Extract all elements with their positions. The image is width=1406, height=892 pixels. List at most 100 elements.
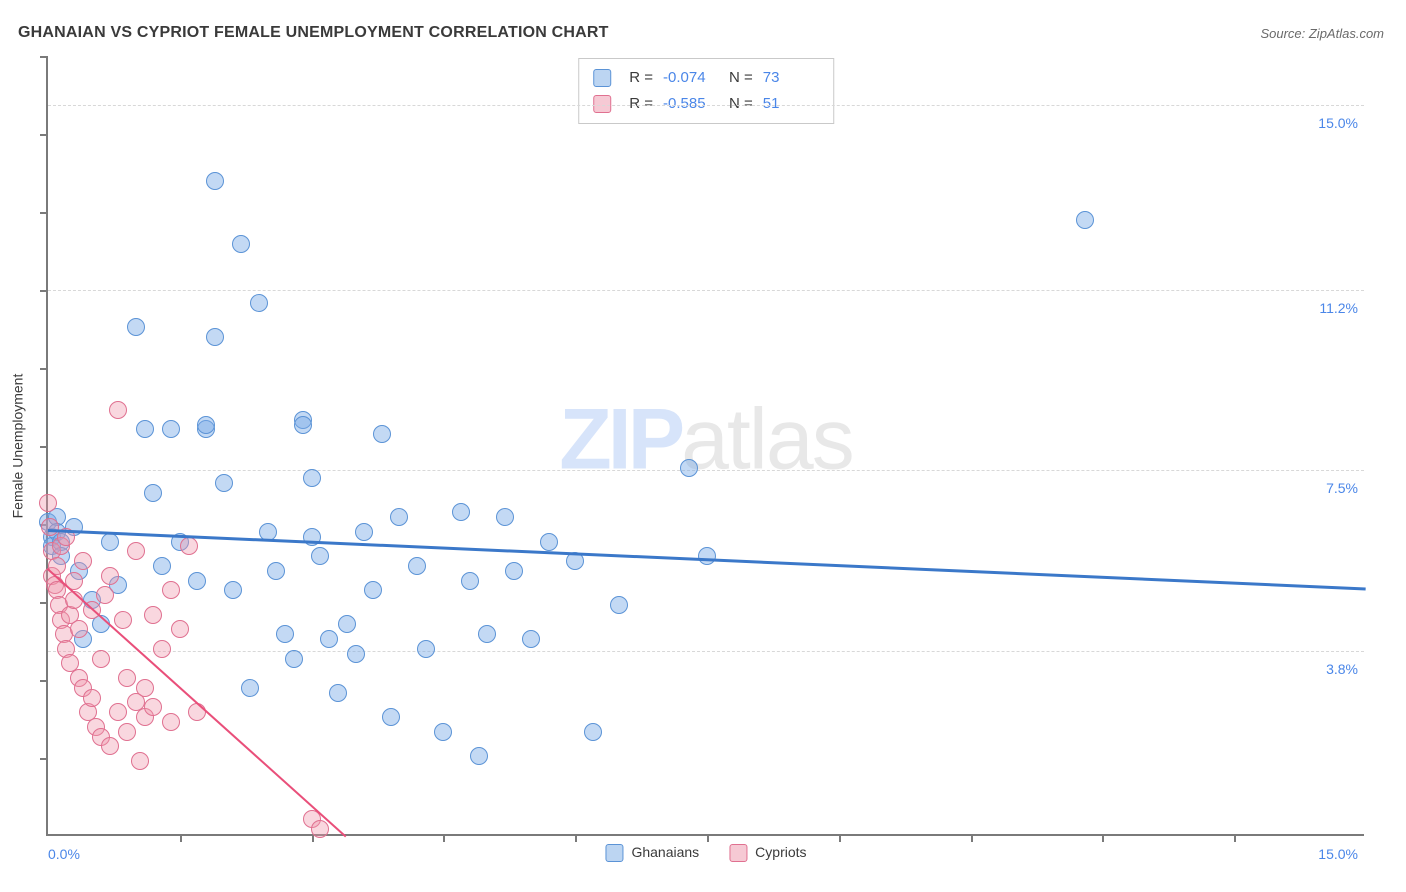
data-point-ghanaians [136, 420, 154, 438]
n-value-ghanaians: 73 [763, 65, 819, 91]
watermark-b: atlas [681, 392, 853, 488]
x-tick [180, 834, 182, 842]
data-point-cypriots [311, 820, 329, 838]
y-tick [40, 290, 48, 292]
series-legend: Ghanaians Cypriots [605, 844, 806, 862]
data-point-cypriots [70, 620, 88, 638]
data-point-cypriots [74, 552, 92, 570]
data-point-ghanaians [390, 508, 408, 526]
gridline [48, 651, 1364, 652]
x-axis-min-label: 0.0% [48, 846, 80, 862]
legend-row-ghanaians: R = -0.074 N = 73 [593, 65, 819, 91]
data-point-ghanaians [206, 328, 224, 346]
data-point-ghanaians [417, 640, 435, 658]
y-tick [40, 602, 48, 604]
data-point-ghanaians [540, 533, 558, 551]
data-point-cypriots [114, 611, 132, 629]
gridline [48, 470, 1364, 471]
data-point-ghanaians [373, 425, 391, 443]
data-point-ghanaians [224, 581, 242, 599]
x-axis-max-label: 15.0% [1318, 846, 1358, 862]
data-point-ghanaians [461, 572, 479, 590]
data-point-ghanaians [144, 484, 162, 502]
data-point-cypriots [180, 537, 198, 555]
data-point-ghanaians [285, 650, 303, 668]
data-point-ghanaians [311, 547, 329, 565]
y-axis-label: Female Unemployment [9, 374, 25, 519]
y-tick-label: 15.0% [1318, 115, 1358, 131]
y-tick-label: 11.2% [1319, 300, 1358, 316]
data-point-ghanaians [355, 523, 373, 541]
data-point-ghanaians [162, 420, 180, 438]
data-point-ghanaians [470, 747, 488, 765]
data-point-cypriots [101, 567, 119, 585]
data-point-ghanaians [1076, 211, 1094, 229]
data-point-ghanaians [329, 684, 347, 702]
data-point-ghanaians [680, 459, 698, 477]
y-tick-label: 7.5% [1326, 480, 1358, 496]
swatch-ghanaians-icon [605, 844, 623, 862]
y-tick [40, 446, 48, 448]
data-point-ghanaians [478, 625, 496, 643]
gridline [48, 290, 1364, 291]
data-point-ghanaians [206, 172, 224, 190]
y-tick-label: 3.8% [1326, 661, 1358, 677]
data-point-ghanaians [101, 533, 119, 551]
data-point-ghanaians [197, 416, 215, 434]
data-point-cypriots [136, 679, 154, 697]
plot-area: ZIPatlas R = -0.074 N = 73 R = -0.585 N … [46, 56, 1364, 836]
data-point-ghanaians [434, 723, 452, 741]
data-point-cypriots [171, 620, 189, 638]
data-point-ghanaians [610, 596, 628, 614]
data-point-ghanaians [364, 581, 382, 599]
data-point-ghanaians [347, 645, 365, 663]
data-point-ghanaians [496, 508, 514, 526]
data-point-cypriots [39, 494, 57, 512]
legend-item-cypriots: Cypriots [729, 844, 806, 862]
legend-label-ghanaians: Ghanaians [631, 844, 699, 860]
data-point-ghanaians [267, 562, 285, 580]
data-point-cypriots [162, 581, 180, 599]
data-point-ghanaians [232, 235, 250, 253]
trendline-ghanaians [48, 529, 1366, 590]
data-point-ghanaians [382, 708, 400, 726]
legend-item-ghanaians: Ghanaians [605, 844, 699, 862]
data-point-ghanaians [303, 469, 321, 487]
data-point-ghanaians [408, 557, 426, 575]
swatch-ghanaians-icon [593, 69, 611, 87]
x-tick [443, 834, 445, 842]
x-tick [1234, 834, 1236, 842]
x-tick [575, 834, 577, 842]
data-point-cypriots [153, 640, 171, 658]
data-point-cypriots [92, 650, 110, 668]
data-point-ghanaians [127, 318, 145, 336]
y-tick [40, 56, 48, 58]
y-tick [40, 134, 48, 136]
data-point-cypriots [118, 723, 136, 741]
watermark: ZIPatlas [559, 391, 852, 490]
data-point-ghanaians [452, 503, 470, 521]
gridline [48, 105, 1364, 106]
data-point-cypriots [144, 606, 162, 624]
y-tick [40, 758, 48, 760]
r-label: R = [629, 65, 653, 91]
data-point-cypriots [109, 703, 127, 721]
watermark-a: ZIP [559, 392, 681, 488]
x-tick [1102, 834, 1104, 842]
data-point-ghanaians [338, 615, 356, 633]
r-value-ghanaians: -0.074 [663, 65, 719, 91]
data-point-ghanaians [294, 416, 312, 434]
data-point-ghanaians [522, 630, 540, 648]
n-label: N = [729, 65, 753, 91]
data-point-ghanaians [276, 625, 294, 643]
data-point-cypriots [162, 713, 180, 731]
y-tick [40, 368, 48, 370]
data-point-cypriots [127, 542, 145, 560]
swatch-cypriots-icon [729, 844, 747, 862]
data-point-cypriots [101, 737, 119, 755]
source-attribution: Source: ZipAtlas.com [1260, 26, 1384, 41]
data-point-cypriots [188, 703, 206, 721]
chart-container: GHANAIAN VS CYPRIOT FEMALE UNEMPLOYMENT … [0, 0, 1406, 892]
data-point-ghanaians [215, 474, 233, 492]
legend-label-cypriots: Cypriots [755, 844, 806, 860]
